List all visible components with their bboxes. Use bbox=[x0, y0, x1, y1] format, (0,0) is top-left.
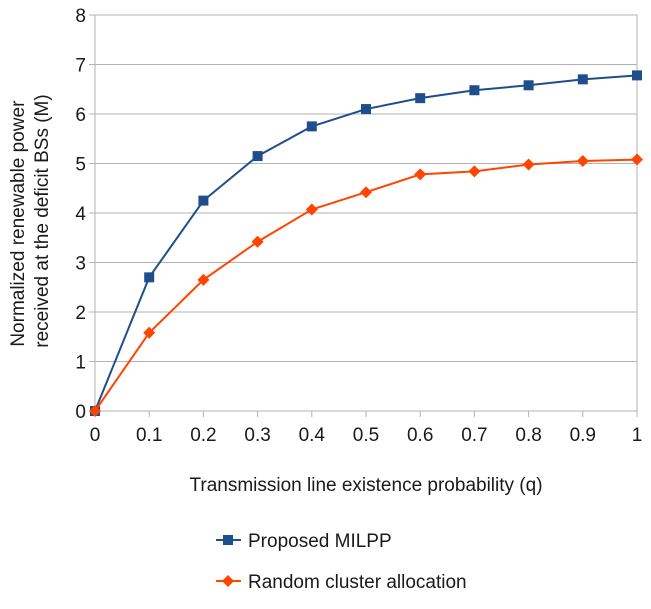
x-tick-label: 0.7 bbox=[461, 425, 487, 446]
data-point bbox=[631, 153, 643, 166]
data-point bbox=[306, 121, 317, 132]
y-tick-label: 8 bbox=[75, 6, 86, 27]
series-group bbox=[89, 70, 643, 417]
y-tick-label: 6 bbox=[75, 105, 86, 126]
data-point bbox=[305, 203, 318, 216]
y-tick-label: 3 bbox=[75, 254, 86, 275]
data-point bbox=[414, 168, 427, 181]
data-point bbox=[522, 158, 535, 171]
data-point bbox=[632, 70, 642, 81]
axes bbox=[89, 14, 638, 417]
x-tick-label: 0.5 bbox=[353, 425, 379, 446]
y-tick-label: 4 bbox=[75, 204, 86, 225]
tick-labels: 0 1 2 3 4 5 6 7 8 0 0.1 0.2 0.3 0.4 0.5 0.6 0.7 0.8 0.9 1 bbox=[75, 6, 642, 446]
x-tick-label: 0.6 bbox=[407, 425, 433, 446]
data-point bbox=[576, 155, 589, 168]
x-tick-label: 0.3 bbox=[244, 425, 270, 446]
legend-marker bbox=[223, 535, 233, 545]
data-point bbox=[89, 405, 101, 417]
y-axis-label-line-1: Normalized renewable power bbox=[8, 100, 29, 347]
x-axis-label: Transmission line existence probability … bbox=[189, 475, 542, 496]
x-tick-label: 0.1 bbox=[136, 425, 162, 446]
series-1 bbox=[90, 70, 642, 416]
data-point bbox=[251, 235, 264, 248]
x-tick-label: 0.9 bbox=[570, 425, 596, 446]
data-point bbox=[415, 93, 426, 104]
data-point bbox=[252, 151, 263, 162]
data-point bbox=[577, 74, 588, 85]
legend-item-2: Random cluster allocation bbox=[216, 572, 467, 593]
series-line bbox=[94, 74, 638, 412]
x-tick-label: 0.2 bbox=[190, 425, 216, 446]
x-tick-label: 0 bbox=[90, 425, 101, 446]
y-tick-label: 2 bbox=[75, 303, 86, 324]
legend-label: Proposed MILPP bbox=[248, 531, 392, 552]
y-tick-label: 0 bbox=[75, 402, 86, 423]
data-point bbox=[361, 104, 371, 115]
x-tick-label: 0.4 bbox=[299, 425, 326, 446]
y-tick-label: 5 bbox=[75, 155, 86, 176]
data-point bbox=[198, 195, 209, 206]
y-axis-label-line-2: received at the deficit BSs (M) bbox=[32, 94, 53, 347]
y-tick-label: 1 bbox=[75, 353, 86, 374]
legend-item-1: Proposed MILPP bbox=[216, 531, 392, 552]
series-2 bbox=[89, 153, 643, 417]
data-point bbox=[523, 80, 534, 91]
grid bbox=[95, 14, 637, 412]
data-point bbox=[143, 326, 156, 339]
legend-marker bbox=[222, 575, 234, 587]
data-point bbox=[468, 165, 481, 178]
data-point bbox=[469, 85, 480, 96]
x-tick-label: 0.8 bbox=[515, 425, 541, 446]
legend-label: Random cluster allocation bbox=[248, 572, 467, 593]
y-tick-label: 7 bbox=[75, 56, 86, 77]
data-point bbox=[360, 186, 372, 199]
data-point bbox=[197, 273, 210, 286]
x-tick-label: 1 bbox=[632, 425, 643, 446]
data-point bbox=[144, 272, 155, 283]
y-axis-label: Normalized renewable power received at t… bbox=[8, 94, 53, 347]
legend: Proposed MILPP Random cluster allocation bbox=[216, 531, 467, 593]
